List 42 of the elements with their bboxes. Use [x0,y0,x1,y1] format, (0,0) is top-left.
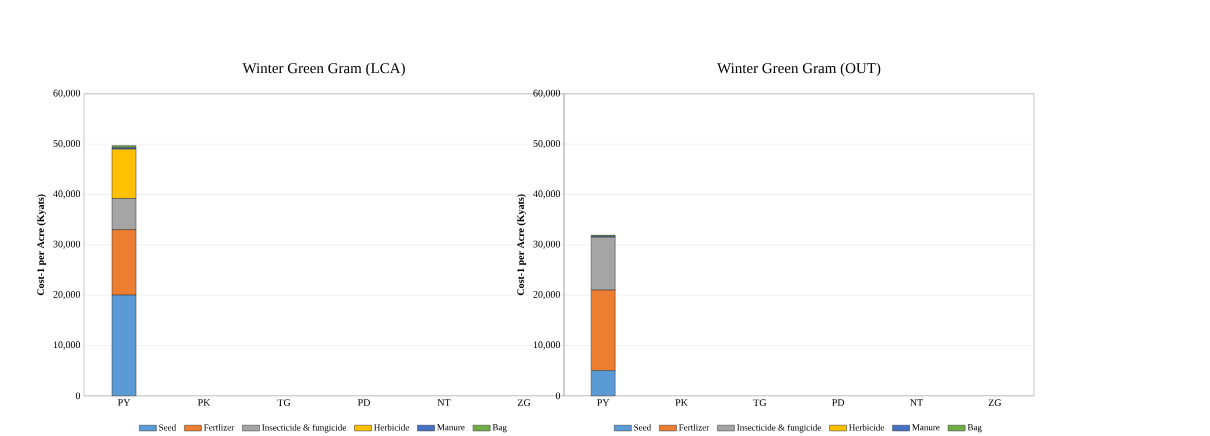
y-tick-label: 0 [75,392,81,400]
legend-label: Insecticide & fungicide [737,424,821,433]
y-tick-label: 40,000 [533,190,561,199]
legend-label: Manure [437,424,465,431]
y-tick-label: 20,000 [53,291,81,300]
x-tick-label: PK [675,399,688,406]
x-tick-label: NT [910,399,923,406]
y-tick-label: 50,000 [533,140,561,149]
legend-label: Insecticide & fungicide [262,424,346,433]
y-tick-label: 40,000 [53,190,81,199]
y-axis-title: Cost-1 per Acre (Kyats) [517,194,527,296]
y-tick-label: 30,000 [533,240,561,249]
x-tick-label: ZG [988,399,1002,407]
legend-label: Bag [492,424,507,433]
y-axis-title: Cost-1 per Acre (Kyats) [37,194,47,296]
legend-label: Seed [634,424,652,431]
x-tick-label: PK [197,399,211,406]
x-tick-label: NT [437,399,451,406]
y-tick-label: 50,000 [53,140,81,149]
y-tick-label: 20,000 [533,291,561,300]
legend-label: Herbicide [849,424,884,431]
chart-title: Winter Green Gram (OUT) [717,62,881,77]
x-tick-label: PD [832,399,845,406]
legend-label: Fertlizer [203,424,235,431]
x-tick-label: ZG [517,399,531,407]
y-tick-label: 10,000 [533,341,561,350]
x-tick-label: PD [357,399,370,406]
y-tick-label: 30,000 [53,240,81,249]
legend-label: Bag [967,424,982,433]
x-tick-label: PY [117,399,131,406]
x-tick-label: PY [597,399,610,406]
y-tick-label: 10,000 [53,341,81,350]
y-tick-label: 0 [555,392,561,400]
legend-label: Seed [159,424,177,431]
x-tick-label: TG [753,399,767,407]
legend-label: Manure [912,424,940,431]
y-tick-label: 60,000 [53,89,81,98]
legend-label: Herbicide [374,424,409,431]
y-tick-label: 60,000 [533,89,561,98]
chart-title: Winter Green Gram (LCA) [242,62,405,77]
legend-label: Fertlizer [678,424,710,431]
x-tick-label: TG [277,399,291,407]
